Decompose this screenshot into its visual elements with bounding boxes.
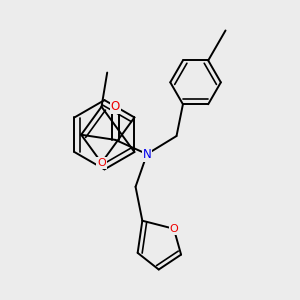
Text: O: O (111, 100, 120, 113)
Text: O: O (169, 224, 178, 234)
Text: N: N (142, 148, 152, 160)
Text: O: O (97, 158, 106, 168)
